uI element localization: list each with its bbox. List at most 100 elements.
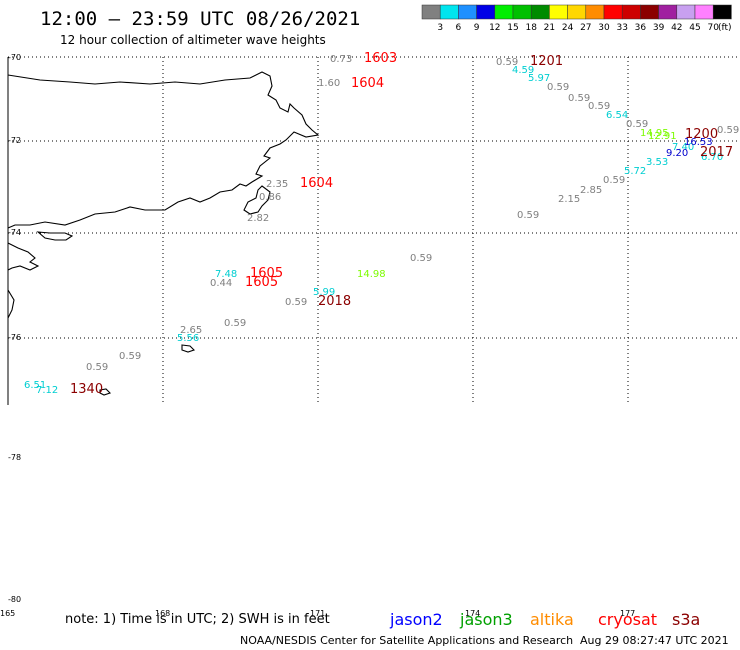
colorbar-unit: (ft) [718, 23, 732, 33]
wave-height-label: 12.91 [648, 131, 677, 142]
time-label: 1605 [245, 275, 278, 290]
time-label: 1604 [300, 176, 333, 191]
wave-height-label: 0.59 [410, 253, 432, 264]
wave-height-label: 7.48 [215, 269, 237, 280]
colorbar-tick-label: 9 [474, 23, 480, 33]
colorbar-swatch [549, 4, 568, 20]
wave-height-label: 0.59 [547, 82, 569, 93]
colorbar-tick-label: 33 [616, 23, 627, 33]
wave-height-label: 5.56 [177, 333, 199, 344]
colorbar-tick-label: 21 [544, 23, 555, 33]
time-label: 1200 [685, 127, 718, 142]
lat-label: -70 [8, 53, 21, 62]
colorbar-tick-label: 27 [580, 23, 591, 33]
wave-height-label: 16.53 [684, 137, 713, 148]
lat-label: -76 [8, 333, 21, 342]
time-label: 1604 [351, 76, 384, 91]
satellite-legend-cryosat: cryosat [598, 610, 658, 629]
time-label: 1340 [70, 382, 103, 397]
map-subtitle: 12 hour collection of altimeter wave hei… [60, 33, 326, 47]
time-label: 1605 [250, 266, 283, 281]
colorbar-swatch [676, 4, 696, 20]
wave-height-label: 0.59 [717, 125, 739, 136]
wave-height-label: 6.51 [24, 380, 46, 391]
wave-height-label: 6.54 [606, 110, 628, 121]
colorbar-swatch [712, 4, 732, 20]
wave-height-label: 14.98 [357, 269, 386, 280]
colorbar-tick-label: 6 [456, 23, 462, 33]
lat-label: -80 [8, 595, 21, 604]
wave-height-label: 0.59 [517, 210, 539, 221]
wave-height-label: 0.59 [496, 57, 518, 68]
colorbar-tick-label: 12 [489, 23, 500, 33]
wave-height-label: 7.40 [672, 142, 694, 153]
colorbar-tick-label: 36 [635, 23, 647, 33]
lon-label: 168 [155, 609, 170, 618]
coastline [7, 71, 320, 396]
wave-height-label: 0.86 [259, 192, 281, 203]
colorbar-tick-label: 24 [562, 23, 574, 33]
colorbar-swatch [421, 4, 441, 20]
wave-height-label: 5.72 [624, 166, 646, 177]
satellite-legend-s3a: s3a [672, 610, 701, 629]
wave-height-label: 0.59 [224, 318, 246, 329]
wave-height-label: 0.59 [588, 101, 610, 112]
wave-height-label: 0.59 [568, 93, 590, 104]
colorbar-swatch [439, 4, 459, 20]
wave-height-label: 0.59 [119, 351, 141, 362]
wave-height-label: 0.44 [210, 278, 232, 289]
time-label: 2017 [700, 145, 733, 160]
time-label: 1603 [364, 51, 397, 66]
credit-line: NOAA/NESDIS Center for Satellite Applica… [240, 634, 574, 647]
satellite-legend-jason2: jason2 [390, 610, 443, 629]
wave-height-label: 0.59 [86, 362, 108, 373]
wave-height-label: 2.85 [580, 185, 602, 196]
lat-label: -78 [8, 453, 21, 462]
colorbar-tick-label: 45 [689, 23, 700, 33]
wave-height-label: 9.20 [666, 148, 688, 159]
wave-height-label: 7.12 [36, 385, 58, 396]
colorbar-swatch [458, 4, 477, 20]
colorbar-swatch [658, 4, 678, 20]
wave-height-label: 6.70 [701, 152, 723, 163]
wave-height-label: 1.60 [318, 78, 340, 89]
colorbar-legend: 3 6 9 12 15 18 21 24 27 30 33 36 39 42 45 70 (ft) [421, 4, 732, 33]
wave-height-label: 2.15 [558, 194, 580, 205]
wave-height-label: 0.59 [603, 175, 625, 186]
lon-label: 174 [465, 609, 480, 618]
colorbar-tick-label: 18 [525, 23, 537, 33]
wave-height-label: 0.73 [330, 54, 352, 65]
wave-height-label: 14.95 [640, 128, 669, 139]
lon-label: 171 [310, 609, 325, 618]
colorbar-tick-label: 15 [507, 23, 518, 33]
colorbar-swatch [585, 4, 605, 20]
time-label: 2018 [318, 294, 351, 309]
satellite-legend-jason3: jason3 [460, 610, 513, 629]
colorbar-tick-label: 42 [671, 23, 682, 33]
wave-height-label: 0.59 [285, 297, 307, 308]
wave-height-label: 5.97 [528, 73, 550, 84]
wave-height-label: 2.82 [247, 213, 269, 224]
wave-height-label: 2.65 [180, 325, 202, 336]
wave-height-label: 5.99 [313, 287, 335, 298]
colorbar-swatch [494, 4, 514, 20]
map-title: 12:00 – 23:59 UTC 08/26/2021 [40, 8, 361, 30]
colorbar-swatch [640, 4, 659, 20]
wave-height-label: 0.59 [626, 119, 648, 130]
graticule [8, 56, 740, 405]
colorbar-swatch [530, 4, 550, 20]
wave-height-label: 3.53 [646, 157, 668, 168]
colorbar-swatch [476, 4, 496, 20]
colorbar-tick-label: 3 [437, 23, 443, 33]
colorbar-swatch [603, 4, 623, 20]
lat-label: -72 [8, 136, 21, 145]
satellite-legend-altika: altika [530, 610, 574, 629]
generated-timestamp: Aug 29 08:27:47 UTC 2021 [580, 634, 729, 647]
colorbar-swatch [567, 4, 587, 20]
lon-label: 177 [620, 609, 635, 618]
axis-labels: -70 -72 -74 -76 -78 -80 165 168 171 174 177 [0, 53, 635, 618]
wave-height-label: 2.35 [266, 179, 288, 190]
